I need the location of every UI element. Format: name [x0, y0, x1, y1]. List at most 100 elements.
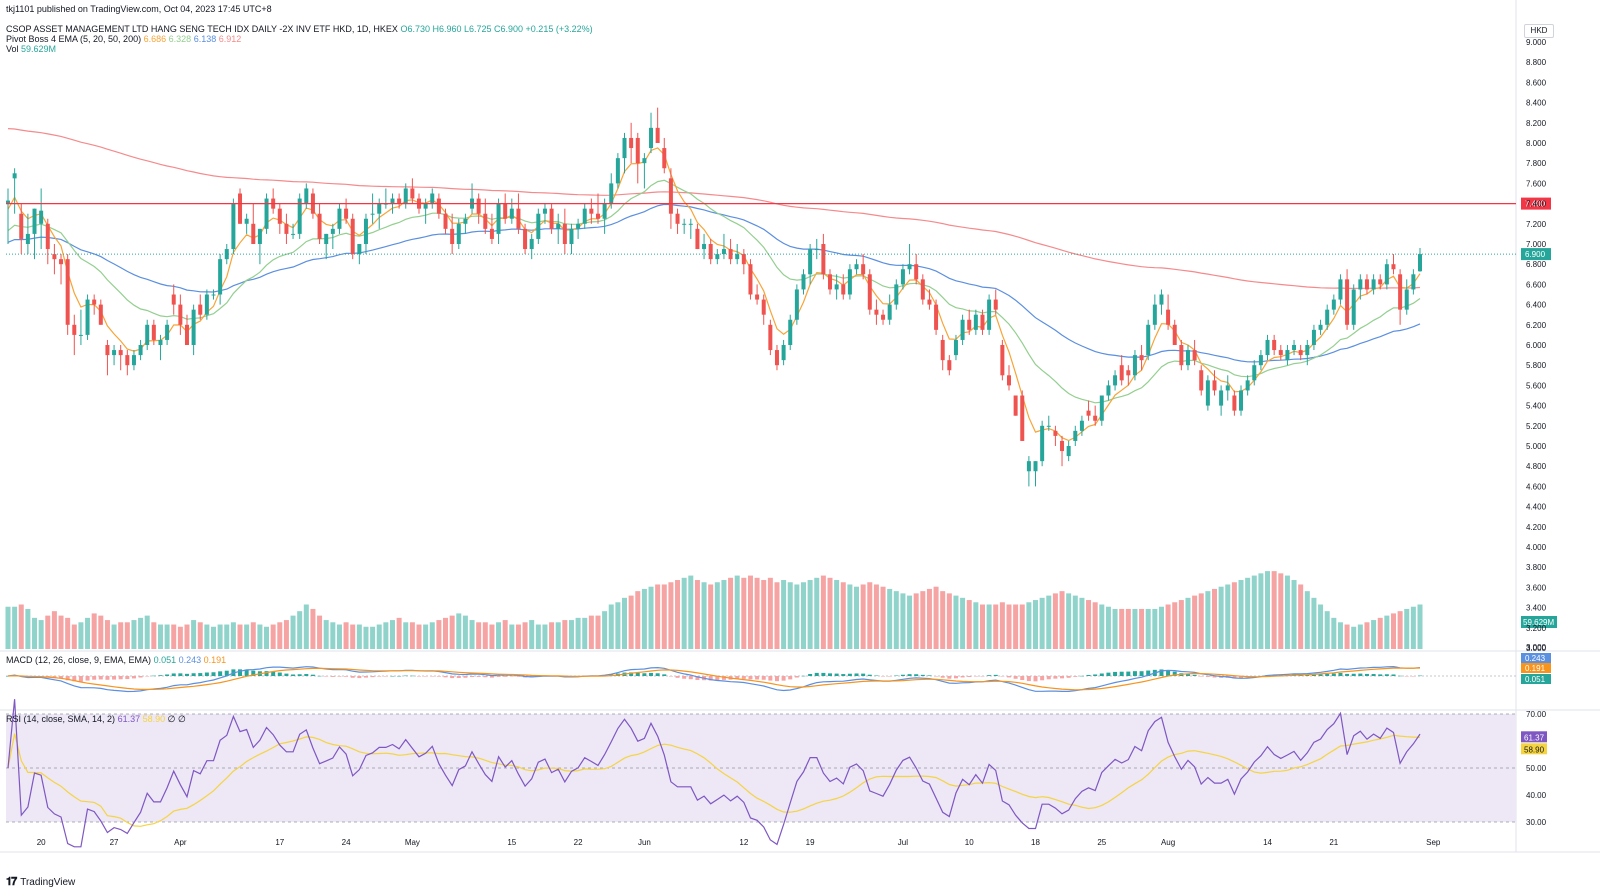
- candle-body[interactable]: [1411, 274, 1416, 290]
- candle-body[interactable]: [1139, 355, 1144, 361]
- candle-body[interactable]: [934, 304, 939, 330]
- candle-body[interactable]: [1212, 380, 1217, 391]
- candle-body[interactable]: [1378, 279, 1383, 285]
- candle-body[interactable]: [324, 233, 329, 244]
- candle-body[interactable]: [1311, 329, 1316, 345]
- candle-body[interactable]: [516, 208, 521, 229]
- candle-body[interactable]: [523, 228, 528, 250]
- ema-legend[interactable]: Pivot Boss 4 EMA (5, 20, 50, 200) 6.686 …: [6, 34, 241, 44]
- candle-body[interactable]: [953, 339, 958, 356]
- candle-body[interactable]: [1205, 380, 1210, 406]
- candle-body[interactable]: [1225, 385, 1230, 391]
- time-axis[interactable]: 20 27 Apr 17 24 May 15 22 Jun 12 19 Jul 10 18 25 Aug 14 2…: [37, 838, 1441, 847]
- candle-body[interactable]: [768, 324, 773, 351]
- candle-body[interactable]: [609, 183, 614, 204]
- candle-body[interactable]: [436, 198, 441, 214]
- candle-body[interactable]: [1285, 350, 1290, 361]
- candle-body[interactable]: [1418, 254, 1422, 272]
- candle-body[interactable]: [1006, 375, 1011, 386]
- candle-body[interactable]: [828, 274, 833, 290]
- candle-body[interactable]: [1000, 345, 1005, 376]
- candle-body[interactable]: [463, 218, 468, 224]
- candle-body[interactable]: [12, 173, 17, 179]
- candle-body[interactable]: [317, 213, 322, 239]
- candle-body[interactable]: [1272, 339, 1277, 351]
- candle-body[interactable]: [65, 259, 70, 325]
- candle-body[interactable]: [238, 193, 243, 224]
- candle-body[interactable]: [1040, 425, 1045, 462]
- candle-body[interactable]: [1113, 375, 1118, 386]
- candle-body[interactable]: [105, 345, 110, 356]
- candle-body[interactable]: [854, 264, 859, 270]
- candle-body[interactable]: [748, 264, 753, 295]
- candle-body[interactable]: [357, 244, 362, 255]
- candle-body[interactable]: [145, 324, 150, 345]
- candle-body[interactable]: [344, 208, 349, 219]
- candle-body[interactable]: [887, 304, 892, 320]
- candle-body[interactable]: [1325, 309, 1330, 325]
- candle-body[interactable]: [774, 350, 779, 366]
- candle-body[interactable]: [1292, 345, 1297, 351]
- candle-body[interactable]: [191, 309, 196, 345]
- candle-body[interactable]: [59, 259, 64, 265]
- candle-body[interactable]: [695, 228, 700, 250]
- candle-body[interactable]: [1232, 395, 1237, 411]
- candle-body[interactable]: [1305, 345, 1310, 356]
- candle-body[interactable]: [1185, 350, 1190, 366]
- candle-body[interactable]: [1384, 264, 1389, 285]
- candle-body[interactable]: [1338, 279, 1343, 300]
- candle-body[interactable]: [1099, 395, 1104, 421]
- candle-body[interactable]: [1033, 461, 1038, 472]
- candle-body[interactable]: [390, 198, 395, 204]
- vol-legend[interactable]: Vol 59.629M: [6, 44, 56, 54]
- candle-body[interactable]: [1345, 279, 1350, 325]
- candle-body[interactable]: [218, 259, 223, 295]
- candle-body[interactable]: [496, 203, 501, 234]
- candle-body[interactable]: [423, 203, 428, 209]
- candle-body[interactable]: [19, 213, 24, 239]
- candle-body[interactable]: [708, 244, 713, 260]
- candle-body[interactable]: [867, 274, 872, 310]
- candle-body[interactable]: [1066, 446, 1071, 457]
- candle-body[interactable]: [304, 188, 309, 204]
- candle-body[interactable]: [721, 249, 726, 255]
- candle-body[interactable]: [907, 264, 912, 270]
- candle-body[interactable]: [1331, 299, 1336, 310]
- candle-body[interactable]: [1146, 324, 1151, 356]
- candle-body[interactable]: [668, 178, 673, 214]
- candle-body[interactable]: [569, 228, 574, 244]
- candle-body[interactable]: [542, 208, 547, 214]
- candle-body[interactable]: [781, 345, 786, 361]
- candle-body[interactable]: [370, 213, 375, 215]
- candle-body[interactable]: [98, 304, 103, 325]
- candle-body[interactable]: [397, 198, 402, 204]
- candle-body[interactable]: [363, 218, 368, 244]
- candle-body[interactable]: [1398, 274, 1403, 310]
- candle-body[interactable]: [131, 355, 136, 366]
- candle-body[interactable]: [662, 148, 667, 169]
- candle-body[interactable]: [1086, 410, 1091, 416]
- candle-body[interactable]: [1093, 415, 1098, 421]
- candle-body[interactable]: [947, 360, 952, 371]
- candle-body[interactable]: [629, 137, 634, 149]
- candle-body[interactable]: [403, 188, 408, 204]
- candle-body[interactable]: [814, 249, 819, 251]
- candle-body[interactable]: [1199, 370, 1204, 391]
- candle-body[interactable]: [847, 269, 852, 295]
- candle-body[interactable]: [1060, 440, 1065, 452]
- candle-body[interactable]: [927, 299, 932, 305]
- candle-body[interactable]: [251, 223, 256, 244]
- candle-body[interactable]: [801, 274, 806, 290]
- candle-body[interactable]: [483, 213, 488, 229]
- candle-body[interactable]: [788, 319, 793, 345]
- candle-body[interactable]: [476, 198, 481, 214]
- candle-body[interactable]: [987, 299, 992, 330]
- candle-body[interactable]: [1106, 385, 1111, 396]
- candle-body[interactable]: [32, 208, 37, 234]
- candle-body[interactable]: [582, 208, 587, 224]
- candle-body[interactable]: [151, 324, 156, 340]
- candle-body[interactable]: [1298, 350, 1303, 356]
- candle-body[interactable]: [330, 228, 335, 234]
- candle-body[interactable]: [715, 254, 720, 260]
- candle-body[interactable]: [1179, 345, 1184, 366]
